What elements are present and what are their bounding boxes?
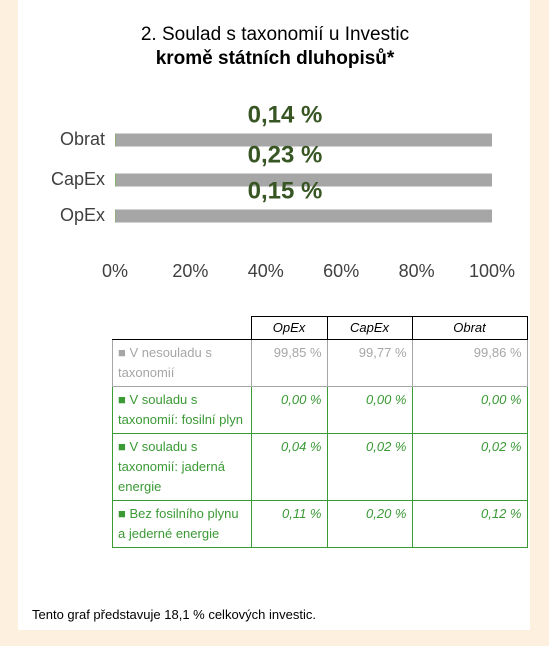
corner-cell (112, 316, 252, 340)
bar-segment (115, 209, 116, 223)
chart: 2. Soulad s taxonomií u Investic kromě s… (51, 24, 515, 281)
cell: 99,86 % (411, 339, 528, 387)
row-label: ■ V nesouladu s taxonomií (112, 339, 252, 387)
table-row: ■ V souladu s taxonomií: jaderná energie… (112, 433, 528, 501)
cell: 0,12 % (411, 500, 528, 548)
chart-title: 2. Soulad s taxonomií u Investic (141, 24, 409, 45)
row-label: ■ V souladu s taxonomií: fosilní plyn (112, 386, 252, 434)
y-tick-label: Obrat (60, 129, 105, 149)
bar-segment (115, 173, 493, 187)
chart-subtitle: kromě státních dluhopisů* (156, 48, 395, 69)
cell: 0,11 % (250, 500, 328, 548)
x-tick-label: 80% (399, 261, 435, 281)
cell: 0,00 % (250, 386, 328, 434)
x-tick-label: 60% (323, 261, 359, 281)
cell: 0,00 % (411, 386, 528, 434)
row-label: ■ V souladu s taxonomií: jaderná energie (112, 433, 252, 501)
x-tick-label: 20% (172, 261, 208, 281)
cell: 99,85 % (250, 339, 328, 387)
cell: 0,04 % (250, 433, 328, 501)
data-label: 0,23 % (248, 141, 323, 168)
y-tick-label: CapEx (51, 169, 105, 189)
bar-segment (115, 133, 492, 147)
table-row: ■ Bez fosilního plynu a jederné energie 0… (112, 500, 528, 548)
cell: 0,02 % (411, 433, 528, 501)
data-label: 0,14 % (248, 101, 323, 128)
table-row: ■ V souladu s taxonomií: fosilní plyn 0,0… (112, 386, 528, 434)
cell: 0,20 % (326, 500, 413, 548)
header-cell: Obrat (411, 316, 528, 340)
x-tick-label: 100% (469, 261, 515, 281)
cell: 0,00 % (326, 386, 413, 434)
row-label: ■ Bez fosilního plynu a jederné energie (112, 500, 252, 548)
data-table: OpEx CapEx Obrat ■ V nesouladu s taxonom… (112, 316, 528, 548)
table-row: ■ V nesouladu s taxonomií 99,85 % 99,77 % 9… (112, 339, 528, 387)
bar-segment (115, 133, 116, 147)
x-tick-label: 40% (248, 261, 284, 281)
cell: 99,77 % (326, 339, 413, 387)
footnote: Tento graf představuje 18,1 % celkových … (32, 607, 316, 622)
data-label: 0,15 % (248, 177, 323, 204)
cell: 0,02 % (326, 433, 413, 501)
x-tick-label: 0% (102, 261, 128, 281)
header-cell: CapEx (326, 316, 413, 340)
bar-segment (115, 173, 116, 187)
header-cell: OpEx (250, 316, 328, 340)
bar-segment (115, 209, 493, 223)
y-tick-label: OpEx (60, 205, 105, 225)
